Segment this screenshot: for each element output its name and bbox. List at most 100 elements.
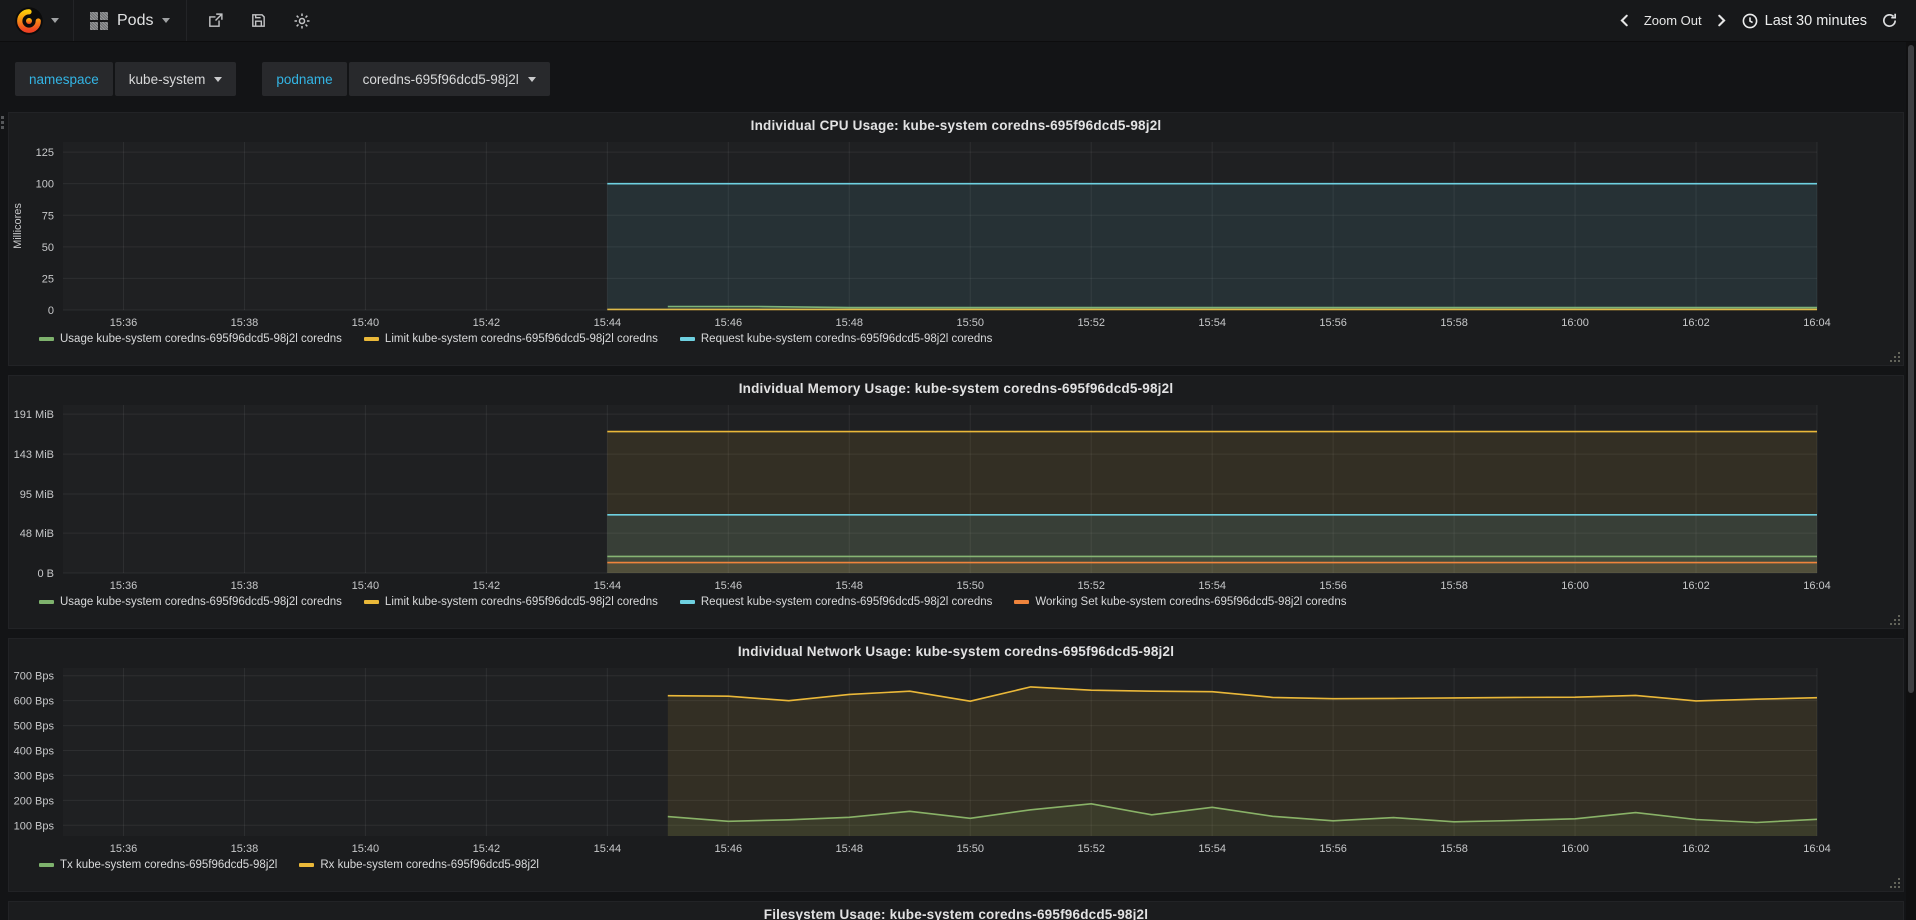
legend-series-dash: [39, 337, 54, 341]
legend-series-label: Limit kube-system coredns-695f96dcd5-98j…: [384, 596, 658, 608]
save-button[interactable]: [250, 12, 267, 29]
svg-text:16:04: 16:04: [1803, 317, 1831, 329]
cpu-chart-canvas[interactable]: 0 25 50 75 100 125 15:36 15:38 15:40 15:42 15:44 15…: [9, 138, 1903, 330]
legend-item[interactable]: Usage kube-system coredns-695f96dcd5-98j…: [39, 333, 342, 345]
time-shift-left-button[interactable]: [1618, 13, 1632, 28]
settings-button[interactable]: [293, 12, 311, 30]
dashboard-picker[interactable]: Pods: [74, 11, 186, 30]
legend-series-label: Usage kube-system coredns-695f96dcd5-98j…: [60, 596, 342, 608]
svg-text:15:52: 15:52: [1077, 843, 1105, 855]
svg-text:16:04: 16:04: [1803, 580, 1831, 592]
refresh-icon: [1882, 13, 1897, 27]
variable-podname: podname coredns-695f96dcd5-98j2l: [262, 62, 550, 112]
network-chart-canvas[interactable]: 100 Bps 200 Bps 300 Bps 400 Bps 500 Bps 600 B…: [9, 664, 1903, 856]
legend-series-label: Request kube-system coredns-695f96dcd5-9…: [700, 333, 993, 345]
panel-resize-handle[interactable]: [1889, 614, 1901, 626]
network-chart-legend: Tx kube-system coredns-695f96dcd5-98j2l R…: [9, 856, 1903, 871]
legend-item[interactable]: Rx kube-system coredns-695f96dcd5-98j2l: [299, 859, 539, 871]
svg-text:15:46: 15:46: [715, 580, 743, 592]
legend-series-dash: [679, 337, 695, 341]
svg-text:15:50: 15:50: [956, 580, 984, 592]
svg-text:75: 75: [42, 210, 54, 222]
svg-text:15:38: 15:38: [231, 580, 259, 592]
svg-text:16:02: 16:02: [1682, 580, 1710, 592]
panel-title[interactable]: Individual CPU Usage: kube-system coredn…: [750, 118, 1162, 133]
scrollbar[interactable]: [1906, 42, 1916, 920]
svg-text:15:44: 15:44: [594, 317, 622, 329]
legend-series-dash: [39, 863, 54, 867]
svg-text:15:58: 15:58: [1440, 843, 1468, 855]
legend-series-label: Request kube-system coredns-695f96dcd5-9…: [700, 596, 993, 608]
time-shift-right-button[interactable]: [1714, 13, 1728, 28]
svg-text:48 MiB: 48 MiB: [20, 528, 54, 540]
row-drag-handle[interactable]: [1, 116, 4, 129]
svg-text:15:40: 15:40: [352, 317, 380, 329]
svg-text:15:58: 15:58: [1440, 580, 1468, 592]
share-button[interactable]: [207, 12, 224, 29]
panel-resize-handle[interactable]: [1889, 351, 1901, 363]
legend-series-dash: [363, 600, 379, 604]
legend-series-label: Working Set kube-system coredns-695f96dc…: [1035, 596, 1347, 608]
clock-icon: [1742, 13, 1758, 28]
memory-chart-canvas[interactable]: 0 B 48 MiB 95 MiB 143 MiB 191 MiB 15:36 15:38 1…: [9, 401, 1903, 593]
scrollbar-thumb[interactable]: [1908, 45, 1914, 693]
svg-text:15:44: 15:44: [594, 580, 622, 592]
dashboard-grid-icon: [90, 11, 108, 30]
panel-cpu-usage: Individual CPU Usage: kube-system coredn…: [8, 112, 1904, 366]
panel-resize-handle[interactable]: [1889, 877, 1901, 889]
cpu-chart-legend: Usage kube-system coredns-695f96dcd5-98j…: [9, 330, 1903, 345]
svg-text:15:40: 15:40: [352, 843, 380, 855]
top-navbar: Pods Zoom Out: [0, 0, 1916, 42]
legend-item[interactable]: Request kube-system coredns-695f96dcd5-9…: [679, 333, 993, 345]
svg-text:16:04: 16:04: [1803, 843, 1831, 855]
time-range-picker[interactable]: Last 30 minutes: [1742, 13, 1867, 29]
variable-namespace-dropdown[interactable]: kube-system: [114, 62, 237, 96]
svg-text:25: 25: [42, 273, 54, 285]
svg-text:600 Bps: 600 Bps: [14, 696, 55, 708]
panel-title[interactable]: Filesystem Usage: kube-system coredns-69…: [763, 907, 1149, 920]
svg-text:95 MiB: 95 MiB: [20, 489, 54, 501]
svg-text:15:42: 15:42: [473, 580, 501, 592]
svg-text:16:00: 16:00: [1561, 317, 1589, 329]
legend-series-label: Usage kube-system coredns-695f96dcd5-98j…: [60, 333, 342, 345]
variable-podname-dropdown[interactable]: coredns-695f96dcd5-98j2l: [348, 62, 550, 96]
memory-chart-legend: Usage kube-system coredns-695f96dcd5-98j…: [9, 593, 1903, 608]
legend-item[interactable]: Usage kube-system coredns-695f96dcd5-98j…: [39, 596, 342, 608]
legend-series-dash: [679, 600, 695, 604]
svg-text:15:36: 15:36: [110, 843, 138, 855]
svg-text:15:48: 15:48: [836, 317, 864, 329]
variable-namespace-value: kube-system: [128, 71, 206, 87]
svg-text:15:54: 15:54: [1198, 317, 1226, 329]
legend-item[interactable]: Limit kube-system coredns-695f96dcd5-98j…: [363, 333, 658, 345]
svg-text:16:02: 16:02: [1682, 317, 1710, 329]
svg-text:100 Bps: 100 Bps: [14, 820, 55, 832]
svg-text:500 Bps: 500 Bps: [14, 721, 55, 733]
svg-text:15:52: 15:52: [1077, 580, 1105, 592]
legend-series-label: Rx kube-system coredns-695f96dcd5-98j2l: [320, 859, 539, 871]
svg-text:700 Bps: 700 Bps: [14, 671, 55, 683]
variable-podname-value: coredns-695f96dcd5-98j2l: [362, 71, 519, 87]
zoom-out-button[interactable]: Zoom Out: [1643, 13, 1702, 28]
legend-item[interactable]: Request kube-system coredns-695f96dcd5-9…: [679, 596, 993, 608]
legend-series-dash: [299, 863, 315, 867]
svg-text:15:36: 15:36: [110, 580, 138, 592]
svg-text:15:54: 15:54: [1198, 843, 1226, 855]
legend-item[interactable]: Tx kube-system coredns-695f96dcd5-98j2l: [39, 859, 277, 871]
svg-text:15:56: 15:56: [1319, 843, 1347, 855]
svg-text:15:56: 15:56: [1319, 317, 1347, 329]
svg-text:16:00: 16:00: [1561, 580, 1589, 592]
panel-title[interactable]: Individual Network Usage: kube-system co…: [737, 644, 1175, 659]
panel-memory-usage: Individual Memory Usage: kube-system cor…: [8, 375, 1904, 629]
refresh-button[interactable]: [1881, 12, 1898, 29]
svg-text:300 Bps: 300 Bps: [14, 770, 55, 782]
legend-item[interactable]: Working Set kube-system coredns-695f96dc…: [1014, 596, 1346, 608]
svg-text:191 MiB: 191 MiB: [14, 409, 54, 421]
grafana-logo-button[interactable]: [0, 0, 73, 41]
svg-text:100: 100: [36, 179, 54, 191]
svg-text:15:48: 15:48: [836, 843, 864, 855]
svg-text:400 Bps: 400 Bps: [14, 746, 55, 758]
panel-title[interactable]: Individual Memory Usage: kube-system cor…: [738, 381, 1174, 396]
legend-item[interactable]: Limit kube-system coredns-695f96dcd5-98j…: [363, 596, 658, 608]
svg-text:16:00: 16:00: [1561, 843, 1589, 855]
template-variables-row: namespace kube-system podname coredns-69…: [0, 42, 1916, 112]
